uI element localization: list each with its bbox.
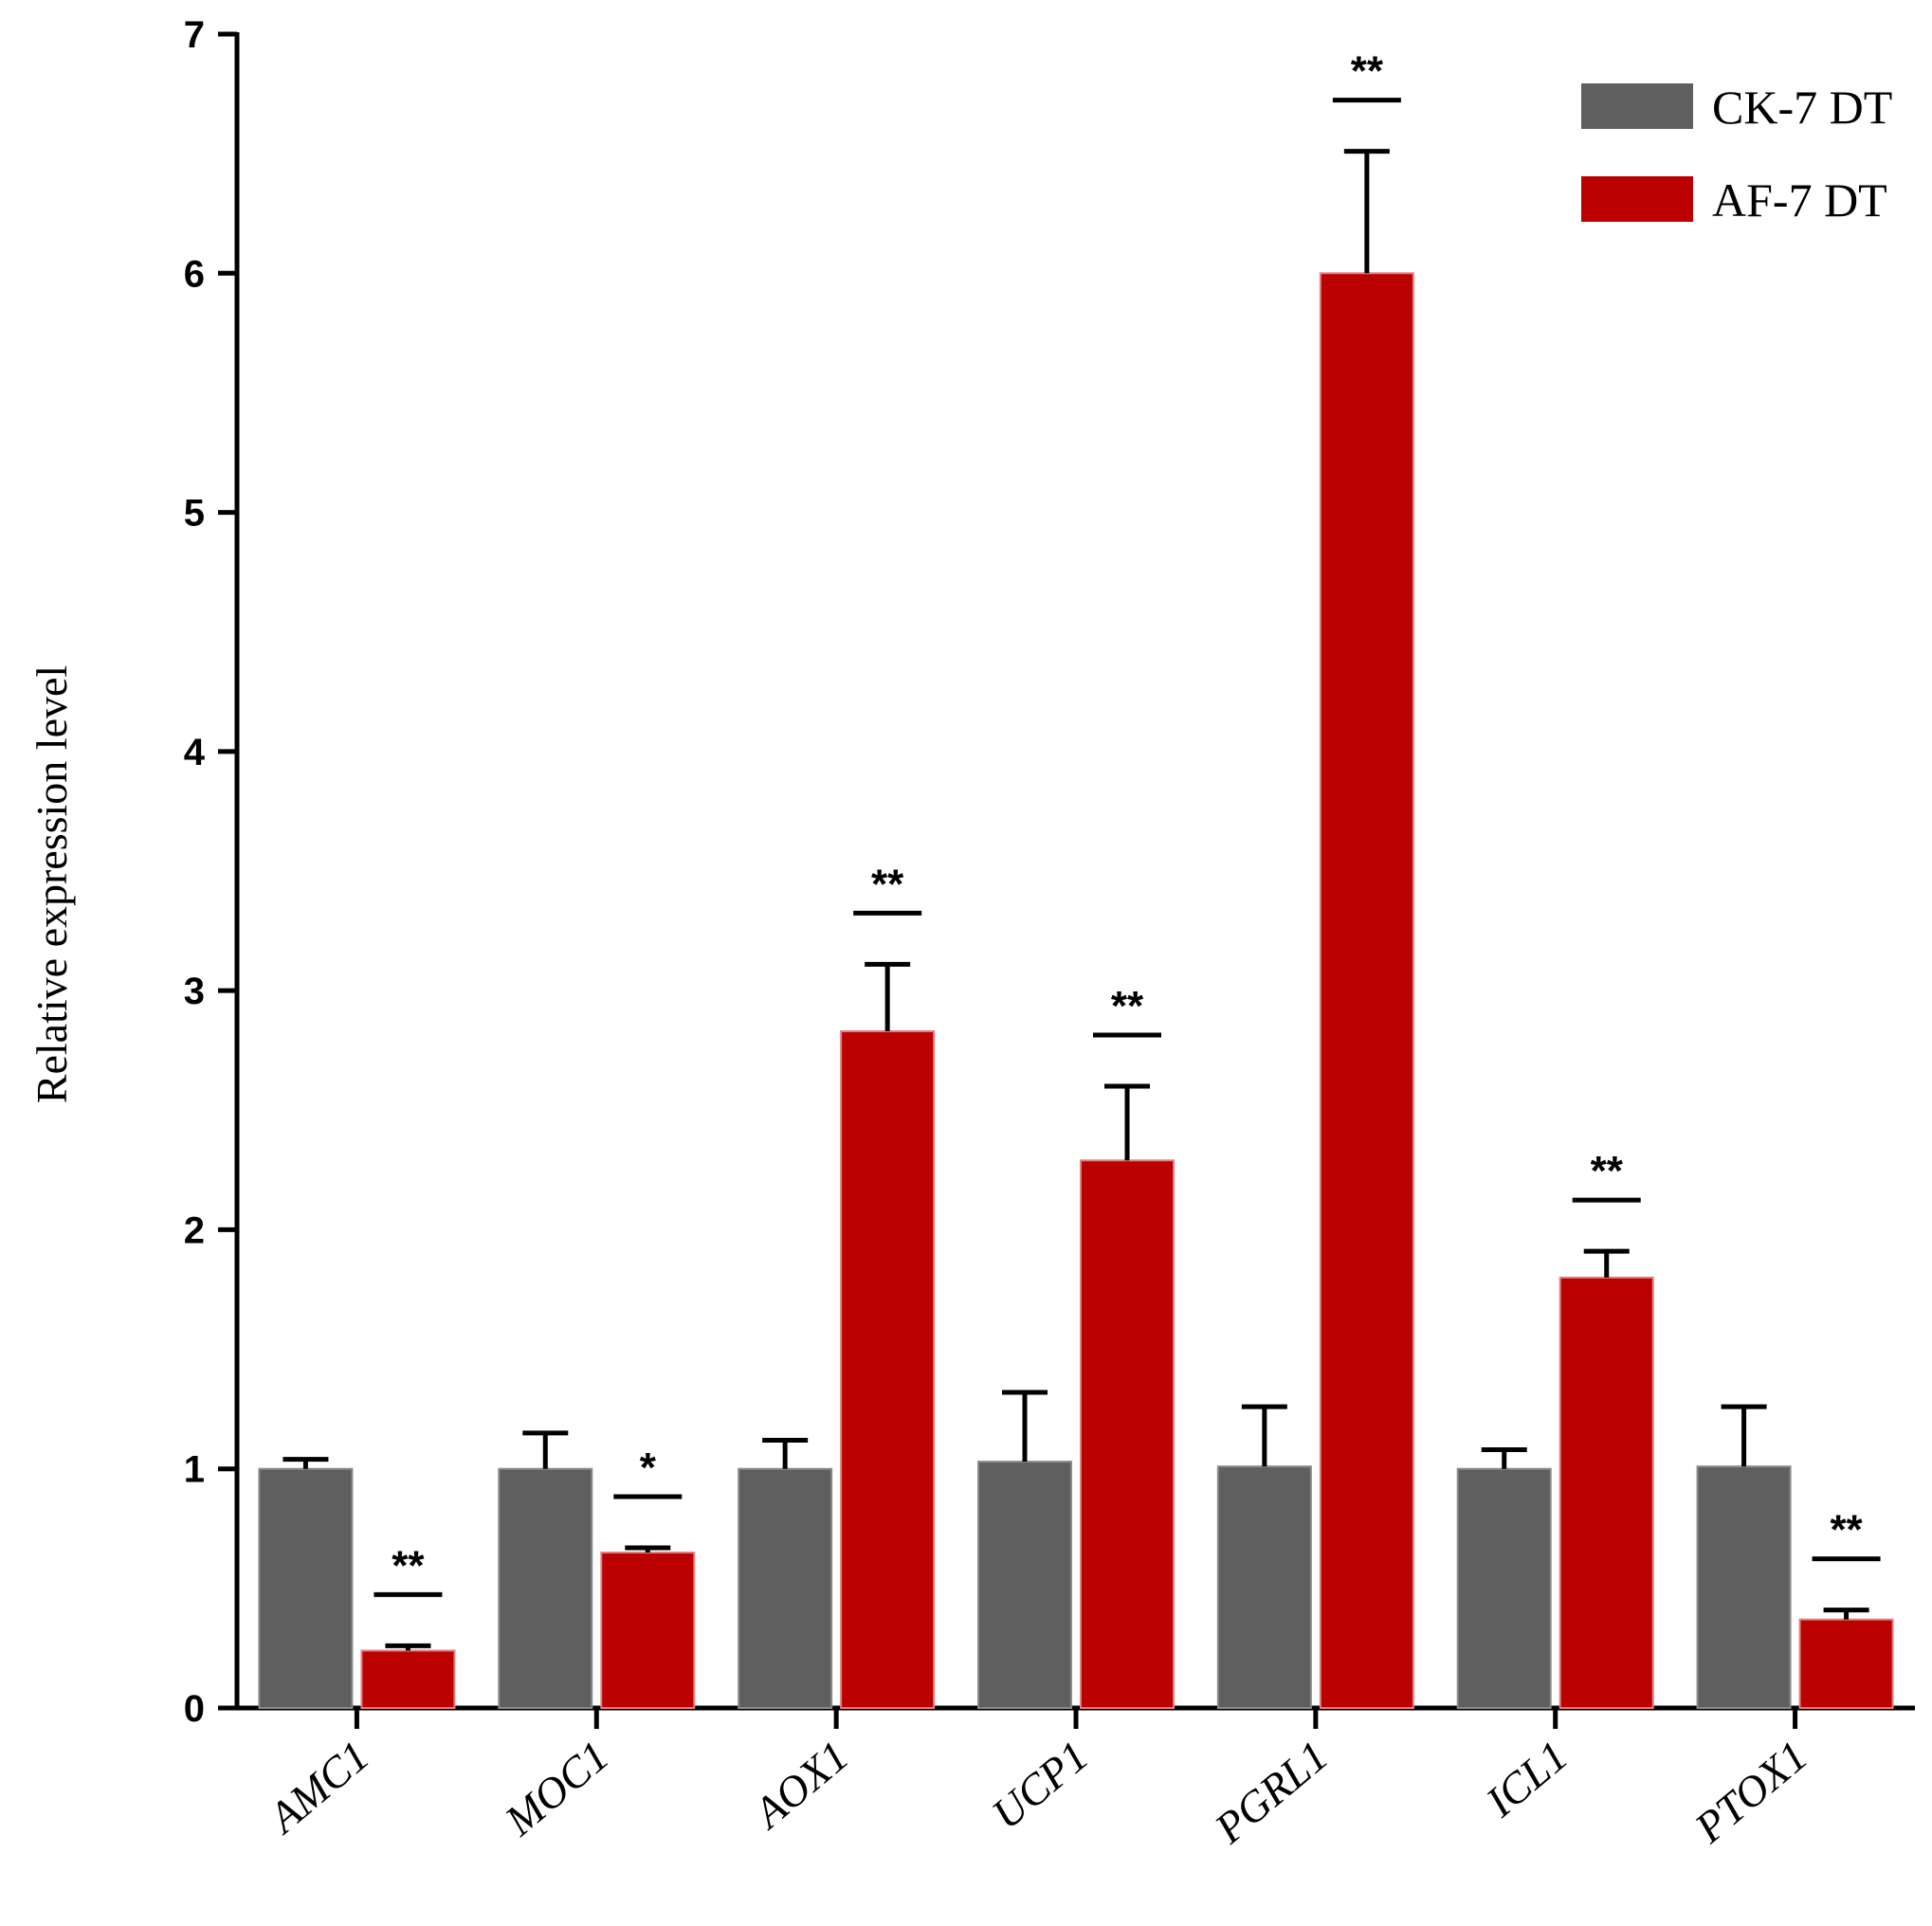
bar-UCP1-ck <box>977 1461 1072 1710</box>
bar-AOX1-af <box>840 1030 936 1709</box>
x-tick-label-ICL1: ICL1 <box>1476 1732 1577 1827</box>
legend-swatch-af <box>1581 176 1693 222</box>
legend-label-ck: CK-7 DT <box>1712 81 1892 134</box>
bar-PTOX1-ck <box>1696 1465 1792 1709</box>
bar-UCP1-af <box>1080 1159 1175 1710</box>
y-tick-label-2: 2 <box>184 1209 205 1251</box>
y-tick-label-5: 5 <box>184 493 205 535</box>
y-tick-label-0: 0 <box>184 1688 205 1730</box>
bar-AMC1-ck <box>258 1467 354 1709</box>
bar-AMC1-af <box>360 1649 456 1709</box>
x-tick-label-UCP1: UCP1 <box>983 1732 1098 1839</box>
bar-MOC1-ck <box>498 1467 593 1709</box>
y-tick-label-3: 3 <box>184 971 205 1012</box>
legend-swatch-ck <box>1581 83 1693 129</box>
significance-mark-AMC1: ** <box>392 1542 425 1589</box>
bar-ICL1-ck <box>1456 1467 1552 1709</box>
bar-MOC1-af <box>600 1552 696 1709</box>
y-tick-label-7: 7 <box>184 14 205 56</box>
x-tick-label-AOX1: AOX1 <box>742 1732 857 1839</box>
bar-AOX1-ck <box>738 1467 833 1709</box>
legend-label-af: AF-7 DT <box>1712 173 1887 227</box>
significance-mark-PTOX1: ** <box>1830 1507 1863 1554</box>
significance-mark-ICL1: ** <box>1591 1148 1624 1194</box>
x-tick-label-MOC1: MOC1 <box>495 1732 617 1845</box>
y-axis-title: Relative expression level <box>27 665 76 1103</box>
significance-mark-MOC1: * <box>640 1444 657 1491</box>
bar-ICL1-af <box>1558 1276 1654 1710</box>
significance-mark-PGRL1: ** <box>1351 48 1384 95</box>
x-tick-label-AMC1: AMC1 <box>258 1732 378 1844</box>
significance-mark-AOX1: ** <box>871 861 904 907</box>
x-tick-label-PGRL1: PGRL1 <box>1205 1732 1337 1853</box>
bar-PGRL1-af <box>1319 272 1414 1709</box>
bar-PGRL1-ck <box>1216 1465 1312 1709</box>
significance-mark-UCP1: ** <box>1111 983 1144 1029</box>
x-tick-label-PTOX1: PTOX1 <box>1685 1732 1816 1853</box>
y-tick-label-4: 4 <box>184 732 206 773</box>
y-tick-label-1: 1 <box>184 1449 205 1491</box>
y-tick-label-6: 6 <box>184 253 205 295</box>
bar-PTOX1-af <box>1798 1618 1894 1710</box>
